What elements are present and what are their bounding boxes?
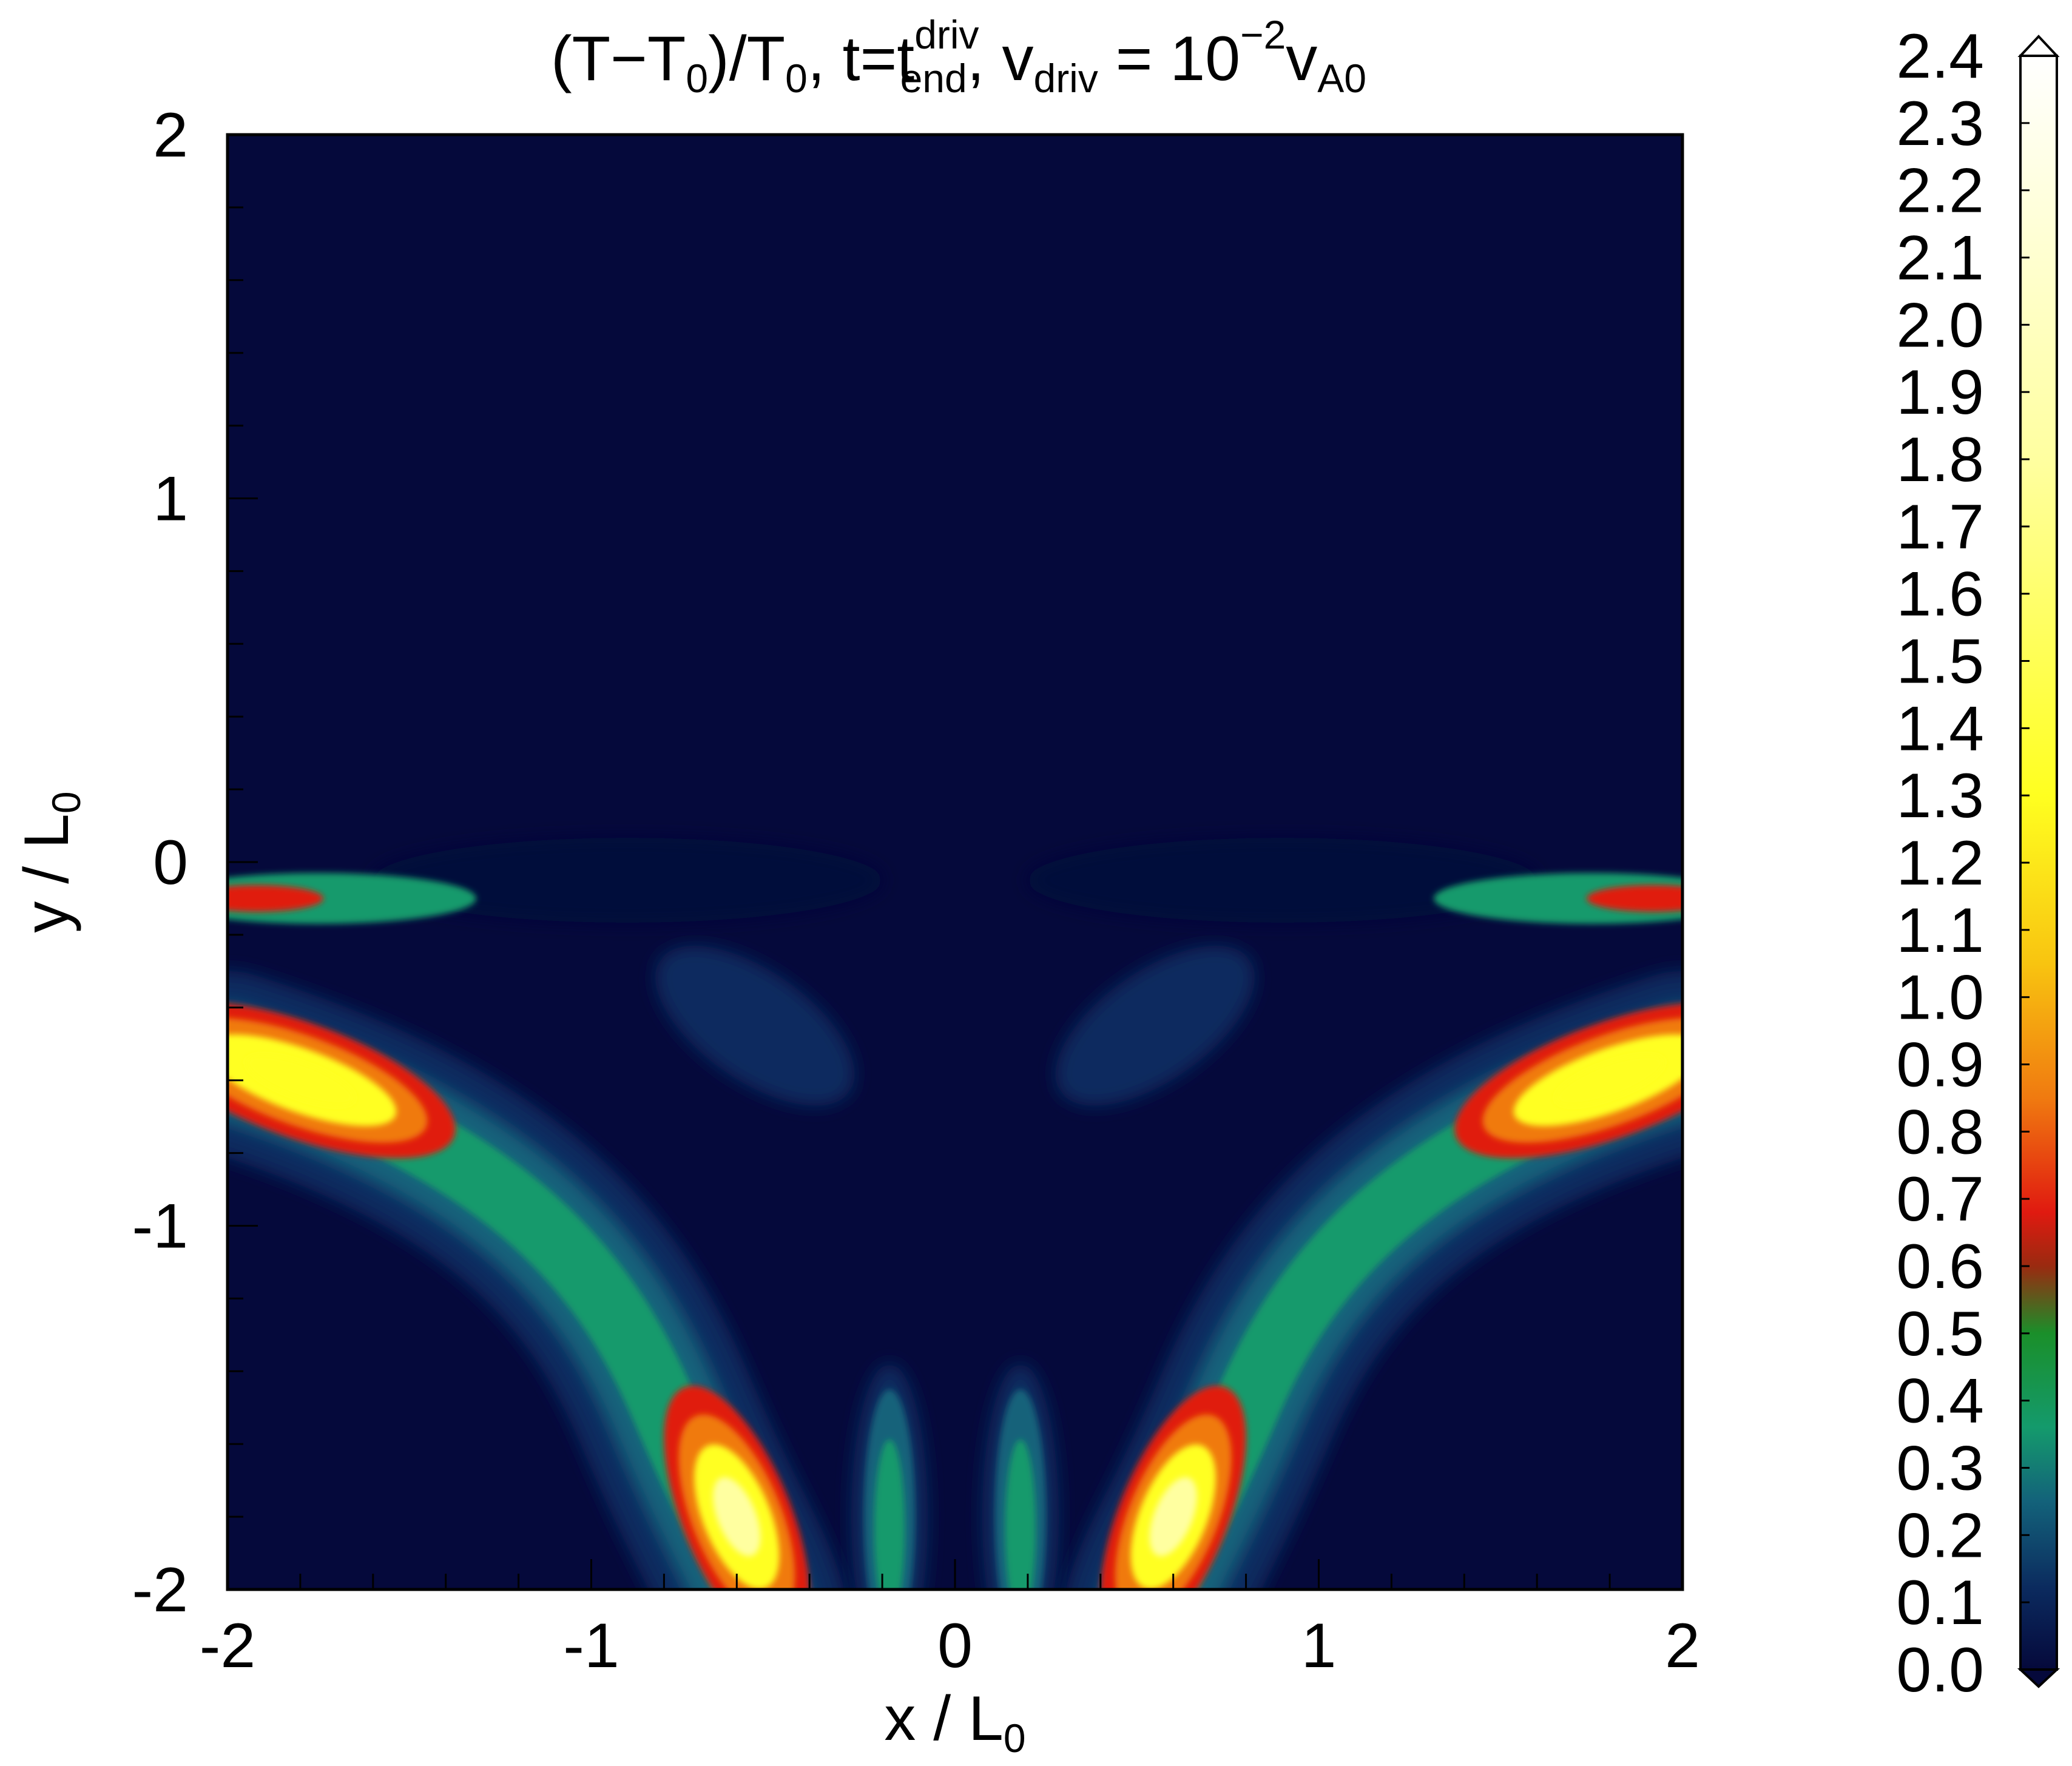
colorbar-tick-label: 2.0 — [1896, 290, 1984, 360]
title-part: , v — [967, 24, 1034, 94]
heatmap-field — [228, 837, 1682, 1589]
colorbar-tick-label: 0.4 — [1896, 1366, 1984, 1437]
colorbar-tick-label: 2.2 — [1896, 156, 1984, 226]
colorbar-tick-label: 1.9 — [1896, 357, 1984, 428]
title-part: A0 — [1317, 56, 1366, 101]
strip-green — [228, 872, 476, 924]
strip-green — [1434, 872, 1682, 924]
colorbar-tick-label: 1.3 — [1896, 761, 1984, 831]
colorbar-tick-label: 0.5 — [1896, 1299, 1984, 1369]
left-bottom-hot-lobe-core — [713, 1477, 761, 1557]
strip-red — [1587, 885, 1682, 912]
colorbar-tick-label: 1.2 — [1896, 828, 1984, 898]
strip-red — [228, 885, 323, 912]
colorbar-tick-label: 0.8 — [1896, 1097, 1984, 1167]
colorbar-tick-label: 0.3 — [1896, 1434, 1984, 1504]
faint-lobe-left — [655, 946, 855, 1106]
y-tick-label: 1 — [153, 464, 188, 534]
title-part: = 10 — [1098, 24, 1240, 94]
colorbar-top-arrow — [2017, 35, 2060, 57]
colorbar-tick-label: 1.0 — [1896, 963, 1984, 1033]
colorbar-tick-label: 2.4 — [1896, 21, 1984, 92]
title-part: , t=t — [808, 24, 914, 94]
title-part: driv — [1033, 56, 1098, 101]
title-part: v — [1286, 24, 1317, 94]
title-part: driv — [914, 12, 979, 57]
colorbar-tick-label: 0.9 — [1896, 1030, 1984, 1100]
title-part: (T — [551, 24, 610, 94]
colorbar-tick-label: 1.4 — [1896, 693, 1984, 764]
colorbar-tick-label: 2.3 — [1896, 89, 1984, 159]
faint-lobe-right — [1055, 946, 1255, 1106]
colorbar-tick-label: 1.6 — [1896, 559, 1984, 630]
colorbar-tick-label: 1.5 — [1896, 627, 1984, 697]
colorbar-tick-label: 1.1 — [1896, 895, 1984, 966]
title-part: T — [647, 24, 686, 94]
svg-text:y / L0: y / L0 — [12, 791, 89, 932]
colorbar-tick-label: 2.1 — [1896, 223, 1984, 294]
plot-area — [226, 133, 1684, 1591]
x-tick-label: 0 — [937, 1611, 973, 1681]
colorbar-tick-label: 0.1 — [1896, 1568, 1984, 1638]
title-part: − — [610, 24, 647, 94]
left-arm-hot-lobe-core — [246, 1054, 355, 1106]
colorbar-tick-label: 1.7 — [1896, 492, 1984, 562]
chart-title: (T−T0)/T0, t=tdriv end, vdriv = 10−2vA0 — [551, 12, 1366, 101]
colorbar-tick-label: 1.8 — [1896, 425, 1984, 495]
y-tick-label: -1 — [132, 1191, 188, 1262]
title-part: )/T — [708, 24, 785, 94]
colorbar-bottom-arrow — [2017, 1668, 2060, 1688]
y-axis-label: y / L0 — [12, 791, 89, 932]
y-tick-label: -2 — [132, 1555, 188, 1625]
x-axis-label: x / L0 — [884, 1683, 1025, 1761]
title-part: 0 — [686, 56, 708, 101]
right-arm-hot-lobe-core — [1555, 1054, 1664, 1106]
right-bottom-hot-lobe-core — [1149, 1477, 1197, 1557]
central-left-jet-core — [874, 1440, 905, 1589]
y-tick-label: 0 — [153, 827, 188, 898]
x-tick-label: -1 — [563, 1611, 619, 1681]
colorbar-tick-label: 0.6 — [1896, 1232, 1984, 1302]
x-tick-label: 1 — [1301, 1611, 1337, 1681]
colorbar: 2.42.32.22.12.01.91.81.71.61.51.41.31.21… — [1896, 21, 2060, 1705]
x-tick-label: -2 — [200, 1611, 255, 1681]
y-tick-label: 2 — [153, 100, 188, 170]
title-part: −2 — [1240, 12, 1286, 57]
title-part: end — [900, 56, 967, 101]
colorbar-tick-label: 0.7 — [1896, 1164, 1984, 1235]
title-part: 0 — [785, 56, 808, 101]
x-tick-label: 2 — [1665, 1611, 1700, 1681]
central-right-jet-core — [1005, 1440, 1036, 1589]
svg-text:x / L0: x / L0 — [884, 1683, 1025, 1761]
colorbar-tick-label: 0.0 — [1896, 1635, 1984, 1705]
colorbar-tick-label: 0.2 — [1896, 1500, 1984, 1571]
